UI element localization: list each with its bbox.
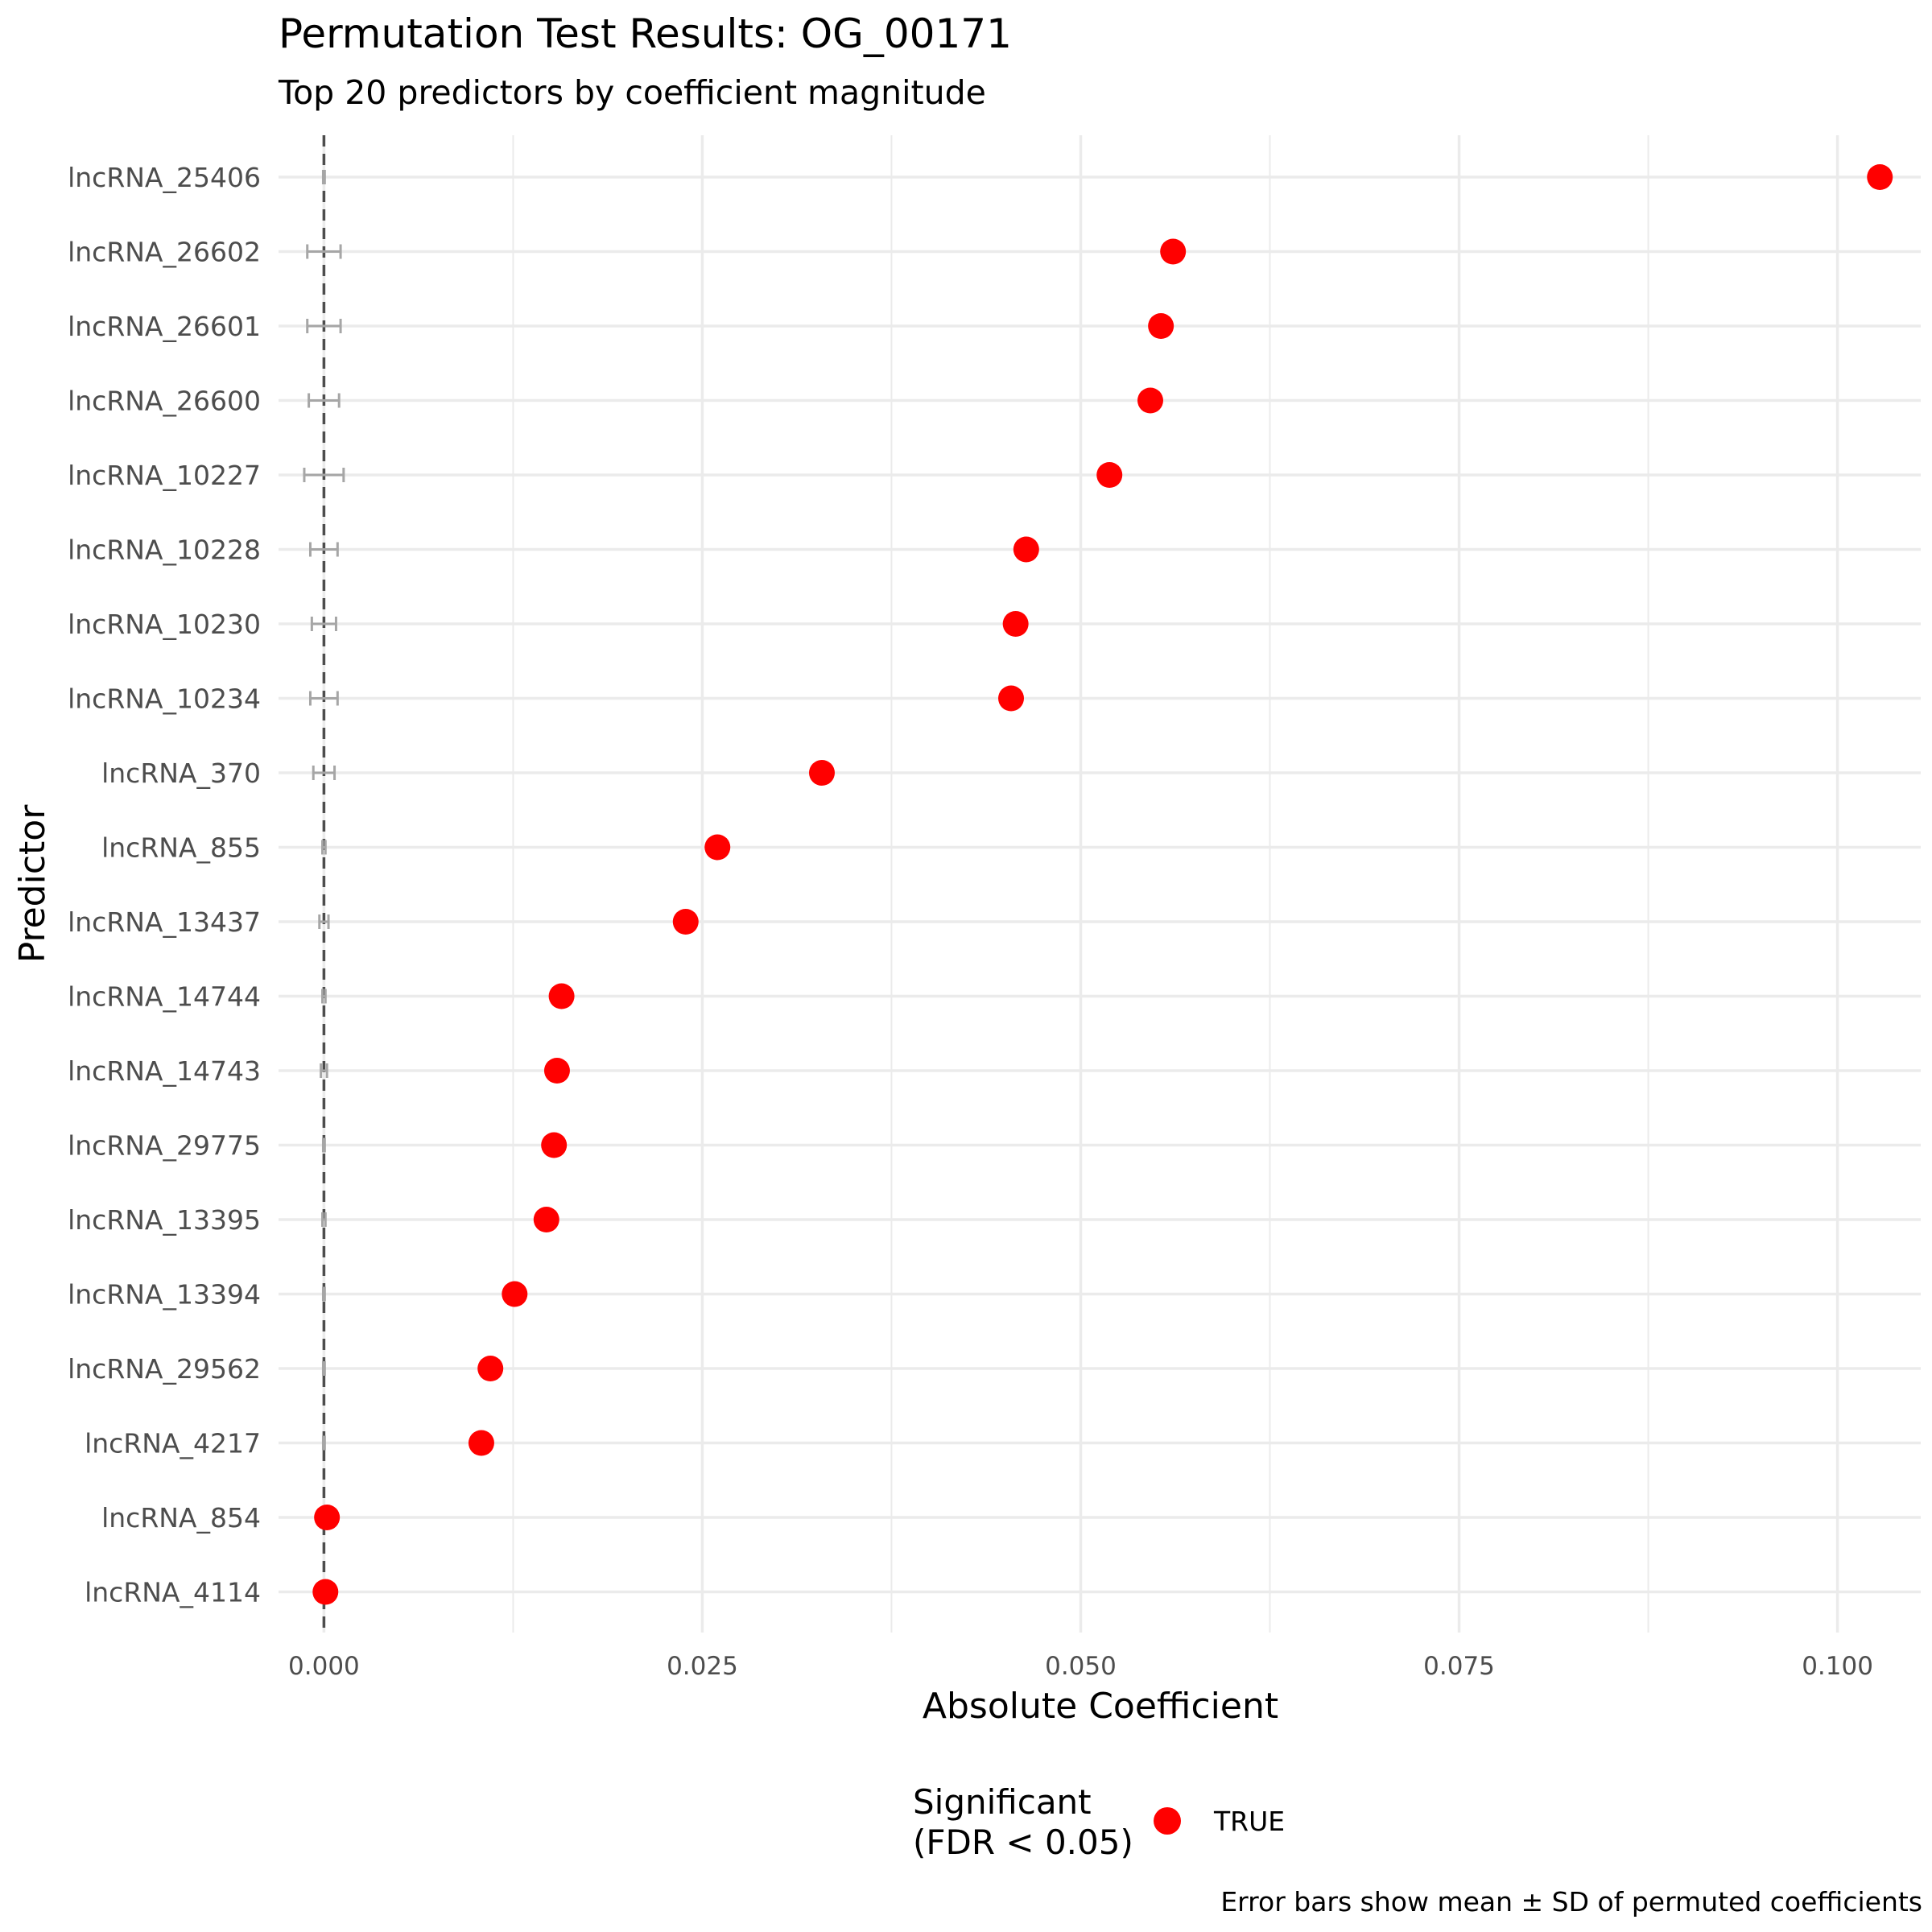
data-point	[502, 1281, 528, 1307]
y-tick-label: lncRNA_14744	[68, 981, 261, 1013]
data-point	[1096, 462, 1123, 488]
y-tick-label: lncRNA_10228	[68, 535, 261, 566]
legend-title-line-1: Significant	[913, 1782, 1092, 1822]
data-point	[808, 760, 835, 786]
x-tick-label: 0.075	[1423, 1652, 1495, 1681]
y-tick-label: lncRNA_370	[101, 758, 261, 789]
y-tick-label: lncRNA_26602	[68, 237, 261, 268]
y-tick-label: lncRNA_26600	[68, 386, 261, 417]
y-tick-label: lncRNA_25406	[68, 162, 261, 193]
error-bar	[310, 617, 337, 631]
data-point	[541, 1132, 568, 1158]
x-tick-label: 0.025	[667, 1652, 738, 1681]
error-bar	[303, 468, 345, 482]
data-point	[1148, 313, 1174, 339]
legend-title-line-2: (FDR < 0.05)	[913, 1823, 1133, 1862]
error-bar	[321, 1286, 326, 1302]
error-bar	[312, 766, 336, 780]
x-tick-label: 0.050	[1045, 1652, 1117, 1681]
y-tick-label: lncRNA_4114	[85, 1577, 261, 1608]
data-point	[543, 1058, 570, 1084]
error-bar	[321, 1361, 326, 1376]
error-bar	[318, 914, 330, 929]
y-tick-label: lncRNA_13394	[68, 1279, 261, 1311]
error-bar	[321, 840, 327, 855]
data-points	[312, 164, 1893, 1605]
error-bar	[308, 542, 339, 557]
error-bar	[321, 1212, 327, 1227]
y-tick-label: lncRNA_10227	[68, 460, 261, 491]
data-point	[312, 1579, 339, 1605]
y-axis-title: Predictor	[12, 804, 53, 963]
error-bar	[320, 1063, 328, 1078]
data-point	[548, 983, 575, 1009]
x-axis-title: Absolute Coefficient	[923, 1686, 1278, 1727]
error-bar	[321, 170, 326, 184]
y-tick-label: lncRNA_13437	[68, 906, 261, 938]
chart-caption: Error bars show mean ± SD of permuted co…	[1220, 1886, 1922, 1918]
y-tick-label: lncRNA_855	[101, 832, 261, 864]
data-point	[1137, 387, 1163, 414]
data-point	[468, 1430, 494, 1456]
x-tick-label: 0.000	[288, 1652, 360, 1681]
grid	[279, 135, 1921, 1633]
error-bar	[306, 244, 342, 259]
y-tick-label: lncRNA_13395	[68, 1204, 261, 1236]
y-tick-label: lncRNA_854	[101, 1502, 261, 1534]
x-axis-ticks: 0.000 0.025 0.050 0.075 0.100	[288, 1652, 1873, 1681]
y-tick-label: lncRNA_10230	[68, 609, 261, 640]
data-point	[704, 834, 731, 861]
chart-subtitle: Top 20 predictors by coefficient magnitu…	[278, 73, 986, 112]
error-bar	[306, 319, 342, 333]
y-tick-label: lncRNA_29775	[68, 1130, 261, 1162]
error-bar	[321, 1137, 326, 1153]
data-point	[672, 909, 699, 935]
y-tick-label: lncRNA_26601	[68, 311, 261, 342]
y-tick-label: lncRNA_10234	[68, 683, 261, 715]
data-point	[533, 1207, 559, 1232]
data-point	[1013, 536, 1039, 563]
data-point	[1160, 238, 1187, 265]
data-point	[314, 1505, 341, 1530]
error-bar	[321, 989, 327, 1004]
error-bar	[308, 691, 339, 706]
data-point	[1002, 611, 1029, 637]
y-tick-label: lncRNA_29562	[68, 1353, 261, 1385]
x-tick-label: 0.100	[1802, 1652, 1873, 1681]
legend-key-marker	[1154, 1807, 1181, 1835]
y-tick-label: lncRNA_14743	[68, 1055, 261, 1087]
data-point	[477, 1356, 504, 1381]
data-point	[1867, 164, 1893, 190]
y-tick-label: lncRNA_4217	[85, 1428, 261, 1459]
error-bar	[308, 393, 341, 408]
legend-label: TRUE	[1213, 1806, 1285, 1837]
chart-title: Permutation Test Results: OG_00171	[279, 10, 1012, 57]
y-axis-ticks: lncRNA_25406 lncRNA_26602 lncRNA_26601 lncR…	[68, 162, 261, 1608]
data-point	[998, 685, 1025, 712]
legend: Significant (FDR < 0.05) TRUE	[913, 1782, 1285, 1862]
error-bar	[321, 1435, 326, 1451]
error-bars	[303, 170, 345, 1600]
